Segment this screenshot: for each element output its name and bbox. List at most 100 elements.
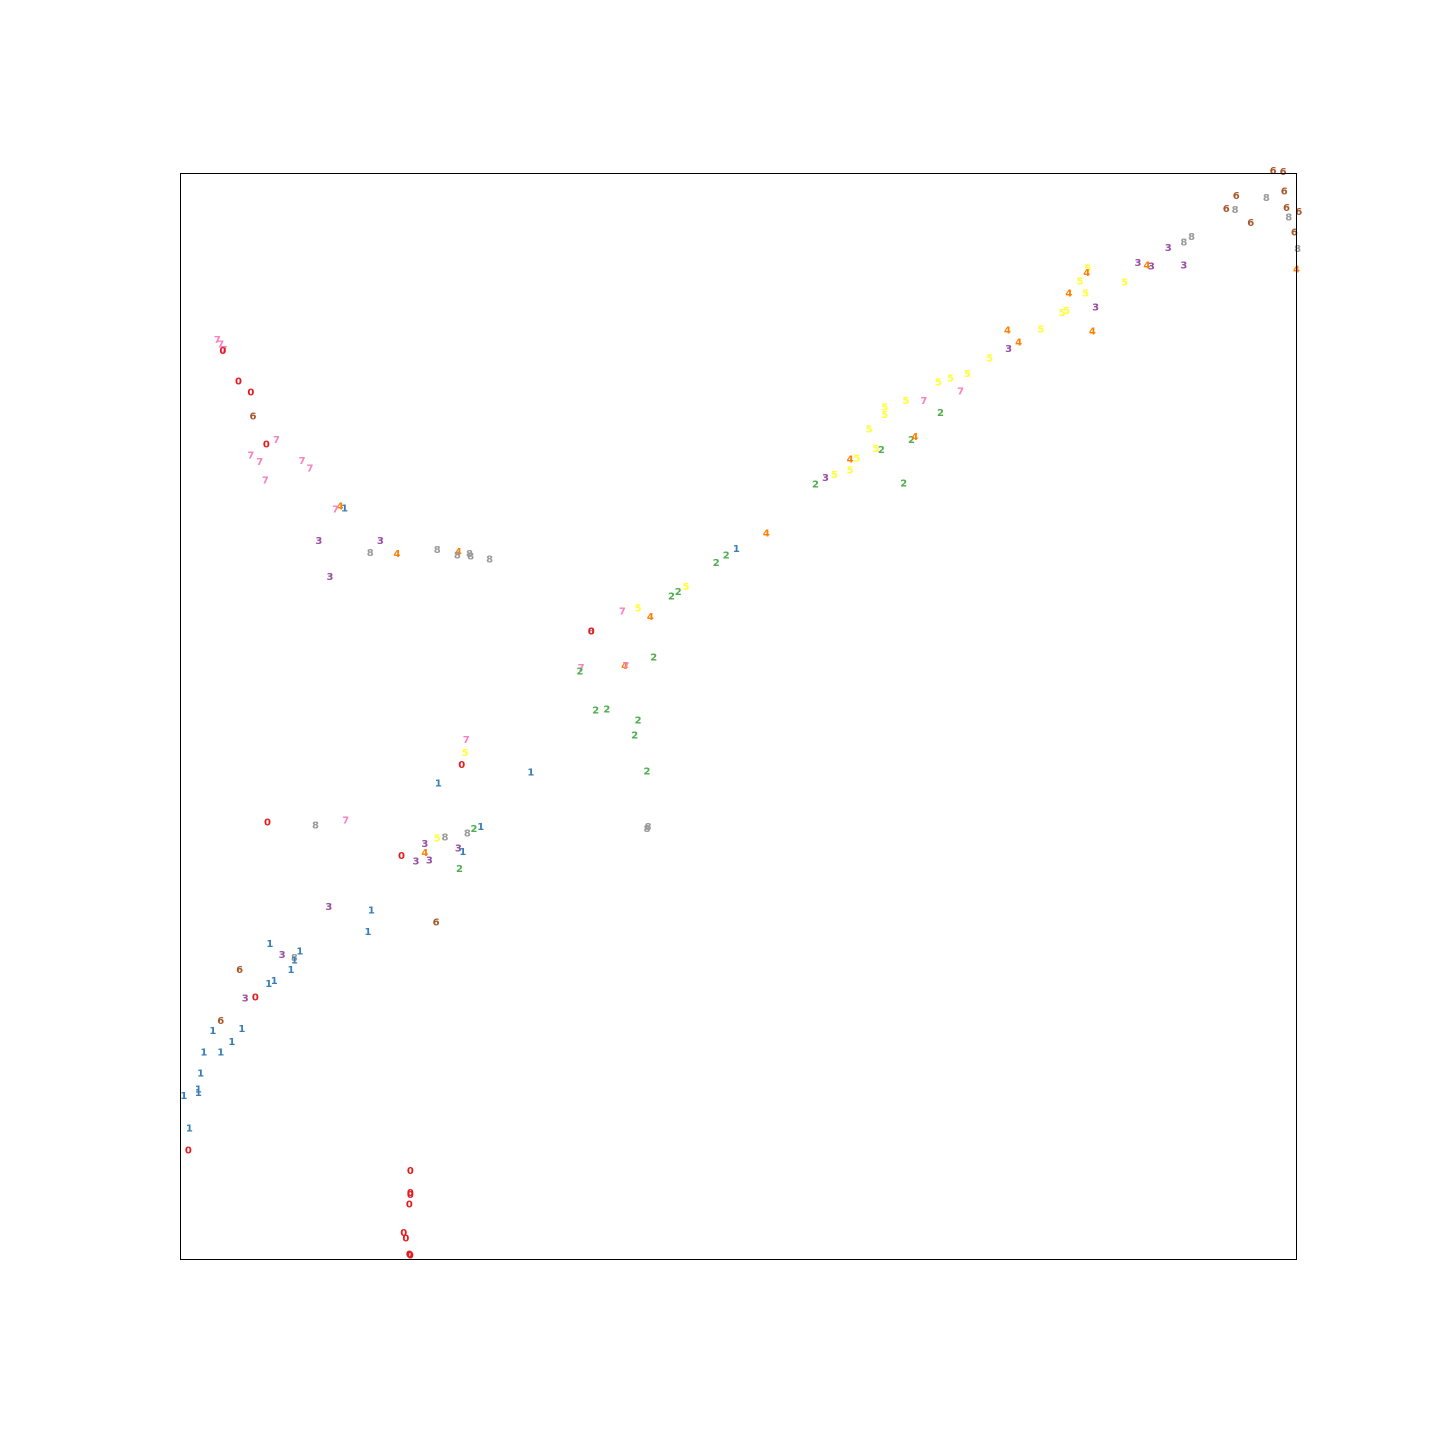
scatter-point-digit-7: 7 [262, 475, 269, 486]
scatter-point-digit-1: 1 [238, 1024, 245, 1035]
scatter-point-digit-4: 4 [1089, 327, 1096, 338]
scatter-point-digit-2: 2 [650, 652, 657, 663]
scatter-point-digit-5: 5 [847, 466, 854, 477]
scatter-point-digit-5: 5 [872, 444, 879, 455]
scatter-point-digit-4: 4 [621, 661, 628, 672]
scatter-point-digit-6: 6 [1281, 187, 1288, 198]
scatter-point-digit-7: 7 [463, 735, 470, 746]
scatter-point-digit-2: 2 [471, 824, 478, 835]
scatter-point-digit-8: 8 [1232, 205, 1239, 216]
scatter-point-digit-6: 6 [1291, 228, 1298, 239]
scatter-point-digit-5: 5 [1059, 308, 1066, 319]
scatter-point-digit-7: 7 [221, 345, 228, 356]
scatter-point-digit-4: 4 [337, 501, 344, 512]
scatter-point-digit-6: 6 [217, 1016, 224, 1027]
scatter-point-digit-7: 7 [957, 386, 964, 397]
plot-frame [180, 173, 1297, 1260]
scatter-point-digit-1: 1 [365, 927, 372, 938]
scatter-point-digit-4: 4 [911, 432, 918, 443]
scatter-point-digit-1: 1 [296, 947, 303, 958]
scatter-point-digit-8: 8 [486, 555, 493, 566]
scatter-point-digit-8: 8 [588, 626, 595, 637]
scatter-point-digit-3: 3 [315, 536, 322, 547]
scatter-point-digit-2: 2 [456, 864, 463, 875]
scatter-point-digit-2: 2 [723, 550, 730, 561]
scatter-point-digit-8: 8 [1263, 193, 1270, 204]
scatter-point-digit-1: 1 [197, 1068, 204, 1079]
scatter-point-digit-2: 2 [675, 587, 682, 598]
scatter-point-digit-7: 7 [622, 661, 629, 672]
scatter-point-digit-8: 8 [466, 549, 473, 560]
scatter-point-digit-1: 1 [195, 1088, 202, 1099]
scatter-point-digit-0: 0 [235, 377, 242, 388]
scatter-point-digit-0: 0 [458, 760, 465, 771]
scatter-point-digit-4: 4 [1004, 326, 1011, 337]
scatter-point-digit-0: 0 [252, 992, 259, 1003]
scatter-point-digit-2: 2 [908, 435, 915, 446]
scatter-point-digit-0: 0 [398, 851, 405, 862]
scatter-point-digit-6: 6 [1247, 218, 1254, 229]
scatter-point-digit-0: 0 [407, 1251, 414, 1262]
scatter-point-digit-3: 3 [413, 857, 420, 868]
scatter-point-digit-5: 5 [831, 470, 838, 481]
scatter-point-digit-3: 3 [1005, 344, 1012, 355]
scatter-point-digit-5: 5 [1121, 278, 1128, 289]
scatter-point-digit-5: 5 [947, 373, 954, 384]
scatter-point-digit-3: 3 [327, 572, 334, 583]
scatter-point-digit-8: 8 [291, 953, 298, 964]
scatter-point-digit-5: 5 [986, 354, 993, 365]
scatter-point-digit-5: 5 [1084, 264, 1091, 275]
scatter-point-digit-1: 1 [265, 979, 272, 990]
scatter-point-digit-8: 8 [1285, 213, 1292, 224]
scatter-point-digit-6: 6 [1283, 203, 1290, 214]
scatter-point-digit-8: 8 [434, 545, 441, 556]
scatter-point-digit-1: 1 [291, 955, 298, 966]
scatter-point-digit-6: 6 [1295, 207, 1302, 218]
scatter-point-digit-2: 2 [577, 667, 584, 678]
scatter-point-digit-7: 7 [299, 456, 306, 467]
scatter-point-digit-6: 6 [1233, 191, 1240, 202]
scatter-point-digit-1: 1 [217, 1048, 224, 1059]
scatter-point-digit-5: 5 [881, 410, 888, 421]
scatter-point-digit-5: 5 [853, 454, 860, 465]
scatter-point-digit-4: 4 [1144, 260, 1151, 271]
scatter-point-digit-1: 1 [527, 768, 534, 779]
scatter-point-digit-0: 0 [402, 1233, 409, 1244]
scatter-point-digit-2: 2 [878, 445, 885, 456]
scatter-point-digit-1: 1 [271, 976, 278, 987]
scatter-point-digit-2: 2 [644, 766, 651, 777]
scatter-point-digit-2: 2 [603, 705, 610, 716]
scatter-point-digit-7: 7 [247, 450, 254, 461]
scatter-point-digit-4: 4 [1015, 337, 1022, 348]
scatter-point-digit-4: 4 [1083, 268, 1090, 279]
scatter-point-digit-5: 5 [1037, 324, 1044, 335]
scatter-point-digit-0: 0 [407, 1190, 414, 1201]
scatter-point-digit-6: 6 [250, 411, 257, 422]
scatter-point-digit-0: 0 [407, 1166, 414, 1177]
scatter-point-digit-3: 3 [426, 855, 433, 866]
scatter-point-digit-5: 5 [881, 403, 888, 414]
scatter-point-digit-1: 1 [200, 1048, 207, 1059]
scatter-point-digit-3: 3 [279, 950, 286, 961]
scatter-point-digit-5: 5 [935, 378, 942, 389]
scatter-point-digit-1: 1 [733, 544, 740, 555]
scatter-point-digit-8: 8 [1294, 244, 1301, 255]
scatter-point-digit-2: 2 [713, 558, 720, 569]
scatter-point-digit-0: 0 [406, 1250, 413, 1261]
scatter-point-digit-0: 0 [406, 1200, 413, 1211]
scatter-point-digit-3: 3 [1135, 258, 1142, 269]
scatter-point-digit-8: 8 [1180, 238, 1187, 249]
scatter-point-digit-2: 2 [635, 715, 642, 726]
scatter-point-digit-0: 0 [219, 346, 226, 357]
scatter-point-digit-2: 2 [592, 706, 599, 717]
scatter-point-digit-6: 6 [236, 965, 243, 976]
scatter-point-digit-8: 8 [645, 822, 652, 833]
scatter-point-digit-5: 5 [1063, 306, 1070, 317]
scatter-point-digit-6: 6 [1223, 204, 1230, 215]
scatter-point-digit-8: 8 [464, 828, 471, 839]
scatter-point-digit-0: 0 [588, 626, 595, 637]
scatter-point-digit-1: 1 [195, 1085, 202, 1096]
scatter-point-digit-1: 1 [435, 778, 442, 789]
